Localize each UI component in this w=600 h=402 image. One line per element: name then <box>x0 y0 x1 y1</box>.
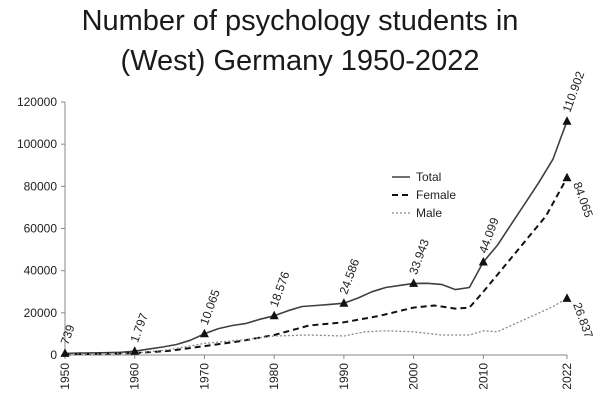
marker-total-2000 <box>409 278 419 287</box>
legend-label-male: Male <box>416 206 442 220</box>
data-label-total-1950: 739 <box>58 323 78 347</box>
x-tick-label: 1970 <box>197 363 211 390</box>
axes: 0 20000 40000 60000 80000 100000 120000 1950 196… <box>17 95 574 390</box>
legend: Total Female Male <box>392 170 456 220</box>
legend-label-total: Total <box>416 170 441 184</box>
x-tick-label: 1950 <box>58 363 72 390</box>
x-tick-label: 1980 <box>267 363 281 390</box>
chart-title-line-2: (West) Germany 1950-2022 <box>120 45 480 77</box>
y-tick-label: 80000 <box>24 179 58 193</box>
data-label-total-1990: 24.586 <box>337 257 363 297</box>
markers: 739 1.797 10.065 18.576 24.586 33.943 44.099 11… <box>58 69 596 357</box>
marker-total-1990 <box>339 298 349 307</box>
x-tick-label: 2000 <box>407 363 421 390</box>
series-line-male <box>64 297 568 355</box>
y-tick-label: 20000 <box>24 306 58 320</box>
x-tick-label: 1960 <box>128 363 142 390</box>
x-tick-label: 2010 <box>476 363 490 390</box>
data-label-total-2022: 110.902 <box>560 69 588 114</box>
x-tick-label: 2022 <box>560 363 574 390</box>
series-line-female <box>64 177 568 356</box>
marker-total-1960 <box>130 346 140 355</box>
marker-male-2022 <box>562 293 572 302</box>
legend-label-female: Female <box>416 188 456 202</box>
chart-title-line-1: Number of psychology students in <box>81 5 519 37</box>
marker-total-1950 <box>60 348 70 357</box>
data-label-female-2022: 84.065 <box>570 180 596 220</box>
y-tick-label: 0 <box>50 348 57 362</box>
marker-total-1970 <box>199 328 209 338</box>
data-label-total-2010: 44.099 <box>476 215 502 255</box>
series-line-total <box>64 120 568 355</box>
series-lines <box>64 120 568 356</box>
data-label-total-2000: 33.943 <box>406 237 432 277</box>
marker-female-2022 <box>562 172 572 182</box>
data-label-male-2022: 26.837 <box>570 301 596 341</box>
y-tick-label: 120000 <box>17 95 57 109</box>
marker-total-1980 <box>269 310 279 320</box>
x-tick-label: 1990 <box>337 363 351 390</box>
data-label-total-1980: 18.576 <box>267 269 293 309</box>
marker-total-2010 <box>478 257 488 266</box>
y-tick-label: 100000 <box>17 137 57 151</box>
data-label-total-1970: 10.065 <box>197 287 223 327</box>
data-label-total-1960: 1.797 <box>127 311 151 344</box>
y-tick-label: 60000 <box>24 222 58 236</box>
y-tick-label: 40000 <box>24 264 58 278</box>
marker-total-2022 <box>562 116 572 125</box>
